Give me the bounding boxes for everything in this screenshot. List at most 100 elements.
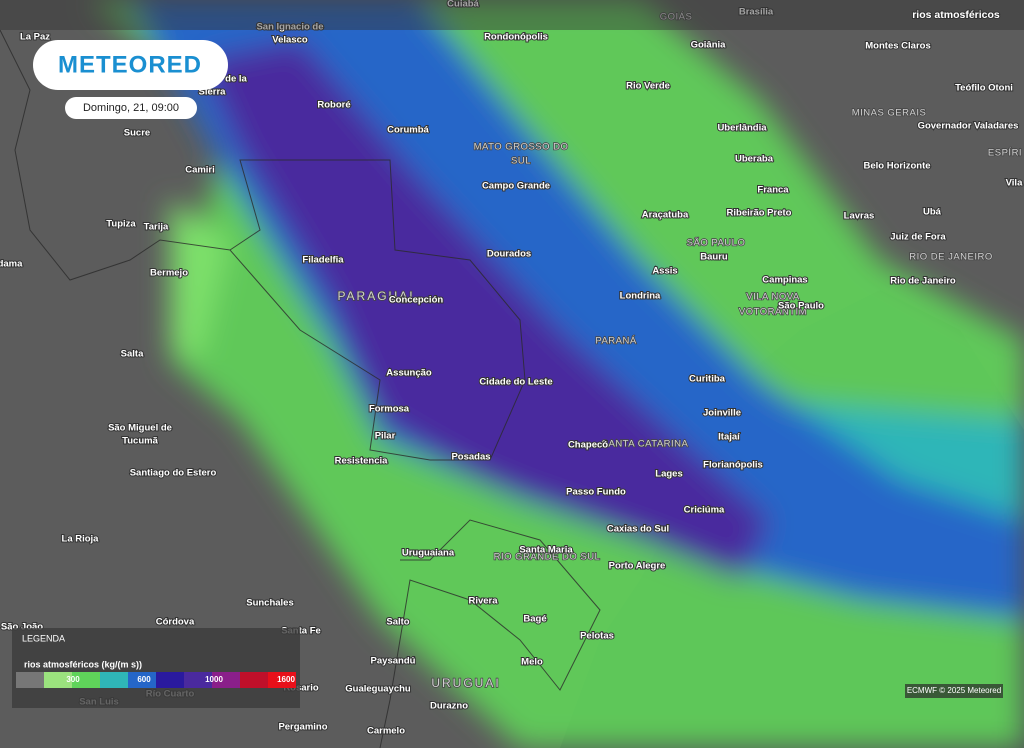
city-label: Rio de Janeiro: [890, 276, 956, 287]
city-label: Criciúma: [684, 505, 725, 516]
city-label: Rivera: [468, 596, 498, 607]
city-label: Bermejo: [150, 268, 188, 279]
city-label: San Ignacio de: [256, 22, 323, 33]
city-label: Lavras: [844, 211, 875, 222]
city-label: Joinville: [703, 408, 741, 419]
date: Domingo, 21, 09:00: [83, 102, 179, 114]
city-label: Cuiabá: [447, 0, 479, 10]
city-label: de la: [225, 74, 247, 85]
city-label: São Miguel de: [108, 423, 172, 434]
city-label: Rio Verde: [626, 81, 670, 92]
region-label: URUGUAI: [431, 676, 500, 690]
credit-box: [905, 684, 1003, 698]
city-label: Assis: [652, 266, 677, 277]
city-label: Passo Fundo: [566, 487, 626, 498]
city-label: Uberaba: [735, 154, 774, 165]
city-label: Durazno: [430, 701, 468, 712]
scale-swatch: [44, 672, 72, 688]
city-label: Concepción: [389, 295, 444, 306]
city-label: Salto: [386, 617, 409, 628]
city-label: Florianópolis: [703, 460, 763, 471]
city-label: Ubá: [923, 207, 942, 218]
region-label: ESPÍRI: [988, 148, 1022, 159]
city-label: Chapecó: [568, 440, 608, 451]
city-label: Goiânia: [691, 40, 727, 51]
city-label: Brasília: [739, 7, 774, 18]
scale-swatch: [100, 672, 128, 688]
region-label: PARANÁ: [595, 336, 637, 347]
band-green: [170, 200, 230, 360]
scale-swatch: [16, 672, 44, 688]
city-label: Tupiza: [106, 219, 136, 230]
date-pill: [65, 97, 197, 119]
region-label: MATO GROSSO DO: [474, 142, 569, 153]
city-label: Ribeirão Preto: [727, 208, 792, 219]
city-label: Salta: [121, 349, 144, 360]
layer-name: rios atmosféricos: [912, 9, 1000, 21]
city-label: La Rioja: [62, 534, 100, 545]
legend: LEGENDA rios atmosféricos (kg/(m s)) 300…: [12, 628, 300, 708]
scale-tick-label: 600: [137, 675, 151, 684]
city-label: Camiri: [185, 165, 215, 176]
scale-swatch: [72, 672, 100, 688]
city-label: Dourados: [487, 249, 531, 260]
region-label: GOIÁS: [660, 12, 693, 23]
city-label: Pilar: [375, 431, 396, 442]
region-label: SUL: [511, 156, 531, 167]
city-label: dama: [0, 259, 23, 270]
city-label: Cidade do Leste: [479, 377, 552, 388]
city-label: Córdova: [156, 617, 195, 628]
city-label: Campinas: [762, 275, 807, 286]
city-label: Gualeguaychu: [345, 684, 411, 695]
city-label: Pelotas: [580, 631, 614, 642]
city-label: Pergamino: [278, 722, 327, 733]
city-label: Sucre: [124, 128, 150, 139]
city-label: Filadelfia: [302, 255, 344, 266]
city-label: Juiz de Fora: [890, 232, 946, 243]
region-label: MINAS GERAIS: [852, 108, 927, 119]
city-label: Resistencia: [335, 456, 389, 467]
scale-swatch: [184, 672, 212, 688]
city-label: Roboré: [317, 100, 350, 111]
city-label: La Paz: [20, 32, 50, 43]
city-label: Bagé: [523, 614, 546, 625]
city-label: Carmelo: [367, 726, 405, 737]
region-label: SANTA CATARINA: [602, 439, 689, 450]
region-label: RIO DE JANEIRO: [909, 252, 993, 263]
city-label: Itajaí: [718, 432, 740, 443]
city-label: Santa Maria: [519, 545, 573, 556]
scale-tick-label: 1600: [277, 675, 295, 684]
city-label: Santiago do Estero: [130, 468, 217, 479]
city-label: Assunção: [386, 368, 432, 379]
city-label: Tucumã: [122, 436, 158, 447]
city-label: Tarija: [144, 222, 169, 233]
scale-tick-label: 1000: [205, 675, 223, 684]
city-label: São Paulo: [778, 301, 824, 312]
river-field: [90, 0, 1024, 748]
logo: METEORED: [58, 51, 202, 78]
region-label: PARAGUAI: [337, 289, 414, 303]
band-purple: [200, 40, 770, 580]
city-label: Posadas: [451, 452, 490, 463]
region-label: VOTORANTIM: [739, 307, 807, 318]
credit: ECMWF © 2025 Meteored: [907, 686, 1001, 695]
scale-swatch: [128, 672, 156, 688]
scale-swatch: [156, 672, 184, 688]
city-label: Paysandú: [371, 656, 416, 667]
city-label: Vila: [1006, 178, 1023, 189]
city-label: Londrina: [620, 291, 661, 302]
city-label: Campo Grande: [482, 181, 550, 192]
borders: [0, 29, 601, 748]
city-label: Montes Claros: [865, 41, 930, 52]
region-label: RIO GRANDE DO SUL: [494, 552, 601, 563]
logo-pill[interactable]: [33, 40, 228, 90]
city-label: Formosa: [369, 404, 410, 415]
city-label: Velasco: [272, 35, 308, 46]
city-label: Bauru: [700, 252, 728, 263]
city-label: Caxias do Sul: [607, 524, 669, 535]
city-label: Uruguaiana: [402, 548, 455, 559]
scale-swatch: [240, 672, 268, 688]
city-label: Governador Valadares: [918, 121, 1019, 132]
